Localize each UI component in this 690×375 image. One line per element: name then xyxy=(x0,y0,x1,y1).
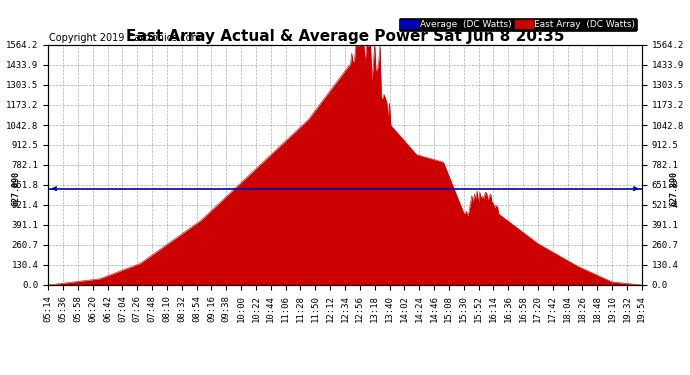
Legend: Average  (DC Watts), East Array  (DC Watts): Average (DC Watts), East Array (DC Watts… xyxy=(399,18,637,31)
Text: Copyright 2019 Cartronics.com: Copyright 2019 Cartronics.com xyxy=(49,33,201,43)
Text: 627.890: 627.890 xyxy=(11,171,20,206)
Title: East Array Actual & Average Power Sat Jun 8 20:35: East Array Actual & Average Power Sat Ju… xyxy=(126,29,564,44)
Text: 627.890: 627.890 xyxy=(670,171,679,206)
